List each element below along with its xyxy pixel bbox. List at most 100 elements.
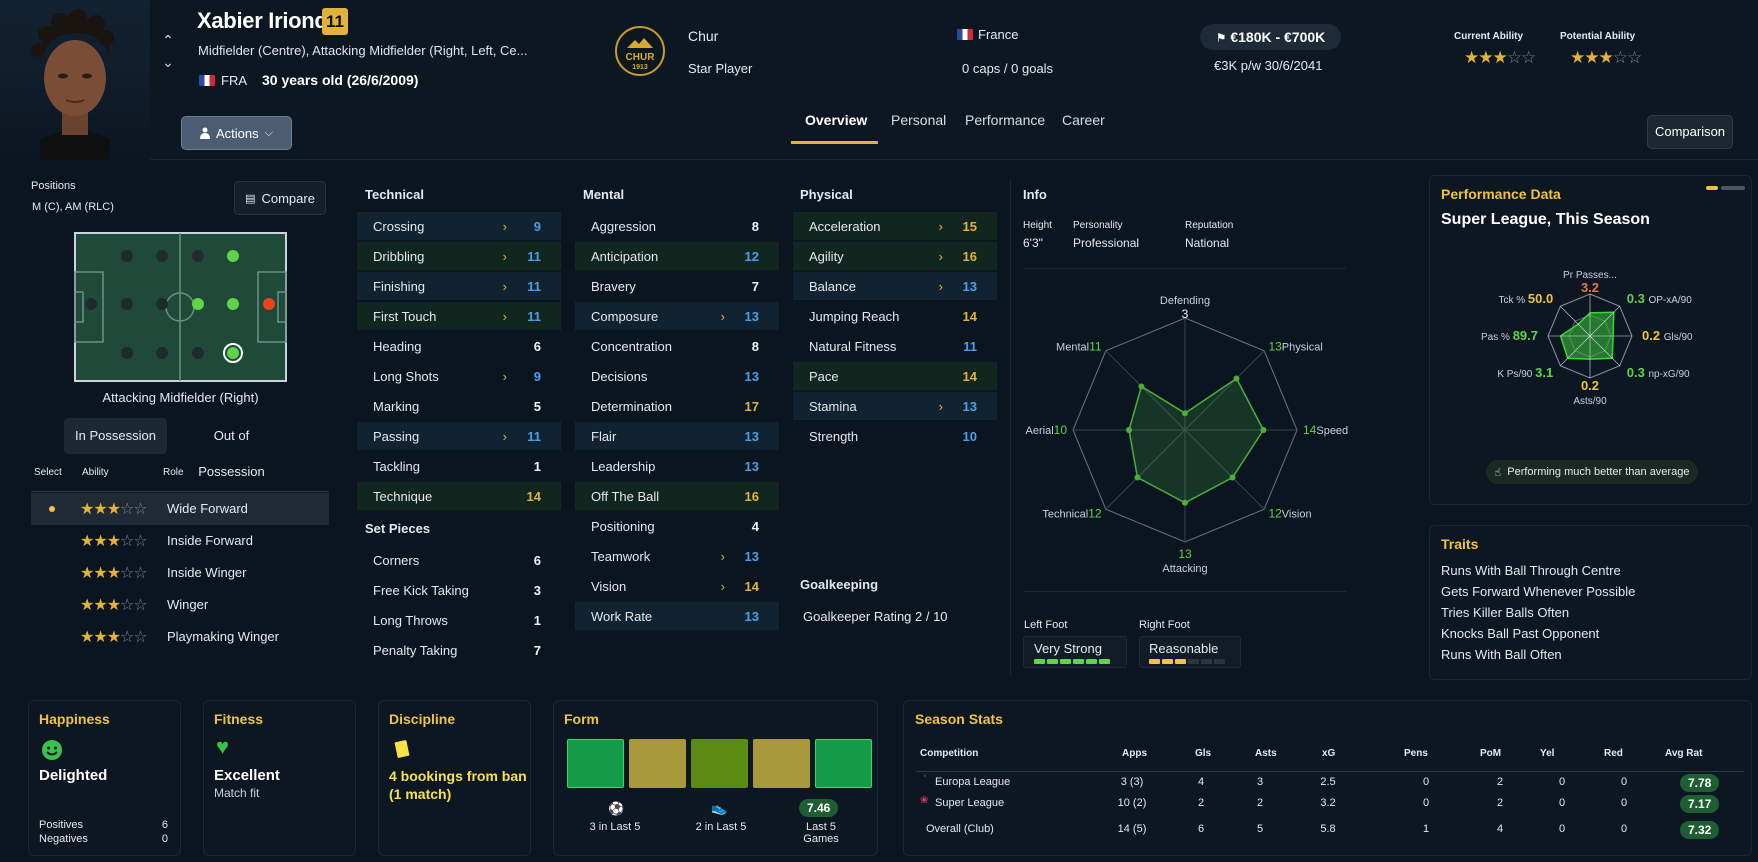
season-col-header[interactable]: Pens [1404,748,1428,759]
attribute-row[interactable]: Free Kick Taking 3 [357,576,561,604]
attribute-row[interactable]: Strength 10 [793,422,997,450]
compare-button[interactable]: ▤ Compare [234,181,326,215]
happiness-value: Delighted [39,767,108,784]
attribute-value: 16 [744,488,759,504]
attribute-row[interactable]: Balance › 13 [793,272,997,300]
attribute-row[interactable]: Long Shots › 9 [357,362,561,390]
current-ability-stars: ★★★☆☆ [1464,48,1536,68]
attribute-row[interactable]: Work Rate 13 [575,602,779,630]
attribute-name: Jumping Reach [809,308,900,324]
season-col-header[interactable]: Gls [1195,748,1212,759]
actions-button[interactable]: Actions ⌵ [181,116,292,150]
season-cell: 1 [1422,823,1430,835]
nation[interactable]: France [957,27,1018,42]
attribute-name: Passing [373,428,420,444]
form-match-box[interactable] [567,739,624,788]
attribute-row[interactable]: Finishing › 11 [357,272,561,300]
tab-career[interactable]: Career [1062,112,1105,128]
season-col-header[interactable]: Asts [1255,748,1277,759]
tab-in-possession[interactable]: In Possession [64,418,167,454]
mental-title: Mental [583,187,625,202]
attribute-name: Aggression [591,218,657,234]
club-name[interactable]: Chur [688,28,719,44]
attribute-row[interactable]: Flair 13 [575,422,779,450]
radar-axis [1184,350,1265,431]
tab-overview[interactable]: Overview [805,112,868,128]
season-col-header[interactable]: Red [1604,748,1623,759]
fitness-panel[interactable]: Fitness ♥ Excellent Match fit [203,700,356,856]
attribute-name: First Touch [373,308,437,324]
attribute-row[interactable]: Aggression 8 [575,212,779,240]
club-crest[interactable]: CHUR 1913 [615,26,665,76]
attribute-row[interactable]: Dribbling › 11 [357,242,561,270]
page-indicator-active[interactable] [1706,186,1718,190]
star-icon: ★ [93,533,107,550]
season-cell: 0 [1620,823,1628,835]
season-cell: 4 [1197,776,1205,788]
season-col-header[interactable]: Yel [1540,748,1555,759]
role-row[interactable]: ★★★☆☆ Inside Winger [31,557,329,589]
page-indicator[interactable] [1721,186,1745,190]
attribute-row[interactable]: Long Throws 1 [357,606,561,634]
discipline-value: 4 bookings from ban (1 match) [389,768,527,802]
attribute-row[interactable]: Anticipation 12 [575,242,779,270]
attribute-row[interactable]: Heading 6 [357,332,561,360]
tab-personal[interactable]: Personal [891,112,947,128]
attribute-row[interactable]: Concentration 8 [575,332,779,360]
attribute-row[interactable]: Corners 6 [357,546,561,574]
attribute-row[interactable]: Tackling 1 [357,452,561,480]
form-match-box[interactable] [691,739,748,788]
attribute-name: Stamina [809,398,857,414]
attribute-row[interactable]: Penalty Taking 7 [357,636,561,664]
attribute-row[interactable]: Teamwork › 13 [575,542,779,570]
discipline-panel[interactable]: Discipline 4 bookings from ban (1 match) [378,700,531,856]
attribute-row[interactable]: Technique 14 [357,482,561,510]
comparison-button[interactable]: Comparison [1647,115,1733,149]
season-col-header[interactable]: Competition [920,748,979,759]
attribute-row[interactable]: Vision › 14 [575,572,779,600]
role-row[interactable]: ★★★☆☆ Inside Forward [31,525,329,557]
previous-player-button[interactable]: ⌃ [162,32,174,48]
reputation-label: Reputation [1185,220,1234,231]
role-row[interactable]: ★★★☆☆ Wide Forward [31,493,329,525]
role-row[interactable]: ★★★☆☆ Winger [31,589,329,621]
attribute-value: 13 [962,398,977,414]
attribute-row[interactable]: Crossing › 9 [357,212,561,240]
attribute-row[interactable]: Stamina › 13 [793,392,997,420]
form-match-box[interactable] [629,739,686,788]
attribute-row[interactable]: Decisions 13 [575,362,779,390]
happiness-panel[interactable]: Happiness Delighted Positives 6 Negative… [28,700,181,856]
season-col-header[interactable]: Avg Rat [1665,748,1703,759]
attribute-row[interactable]: Off The Ball 16 [575,482,779,510]
attribute-row[interactable]: Agility › 16 [793,242,997,270]
tab-performance[interactable]: Performance [965,112,1046,128]
attribute-row[interactable]: Positioning 4 [575,512,779,540]
season-cell: 3 [1256,776,1264,788]
season-cell: 0 [1558,823,1566,835]
season-cell: 2 [1496,797,1504,809]
form-match-box[interactable] [815,739,872,788]
attribute-row[interactable]: Determination 17 [575,392,779,420]
attribute-row[interactable]: First Touch › 11 [357,302,561,330]
nationality: FRA [199,73,247,88]
attribute-value: 6 [533,552,541,568]
season-col-header[interactable]: Apps [1122,748,1147,759]
attribute-row[interactable]: Bravery 7 [575,272,779,300]
attribute-row[interactable]: Passing › 11 [357,422,561,450]
attribute-row[interactable]: Leadership 13 [575,452,779,480]
attribute-row[interactable]: Natural Fitness 11 [793,332,997,360]
attribute-row[interactable]: Composure › 13 [575,302,779,330]
foot-level-segment [1188,659,1199,664]
role-row[interactable]: ★★★☆☆ Playmaking Winger [31,621,329,653]
season-stats-panel[interactable]: Season Stats [903,700,1752,856]
radar-value: 13 [1178,547,1192,561]
tab-out-of-possession[interactable]: Out of Possession [198,428,265,479]
attribute-row[interactable]: Jumping Reach 14 [793,302,997,330]
form-match-box[interactable] [753,739,810,788]
next-player-button[interactable]: ⌄ [162,54,174,70]
attribute-row[interactable]: Pace 14 [793,362,997,390]
attribute-row[interactable]: Marking 5 [357,392,561,420]
season-col-header[interactable]: xG [1322,748,1336,759]
attribute-row[interactable]: Acceleration › 15 [793,212,997,240]
season-col-header[interactable]: PoM [1480,748,1502,759]
